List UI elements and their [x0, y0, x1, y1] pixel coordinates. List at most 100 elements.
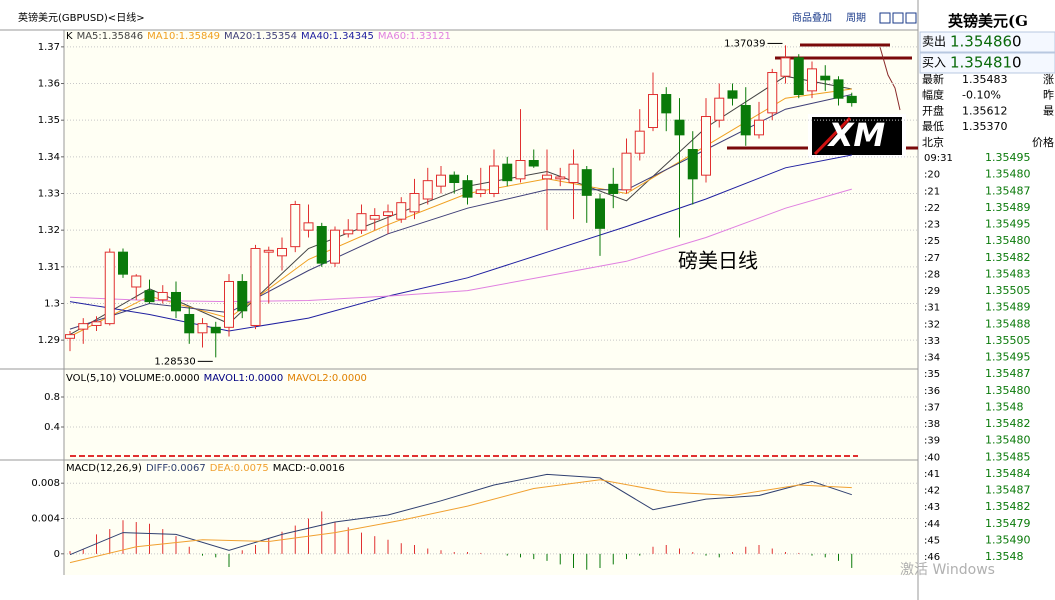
candle-body [104, 251, 115, 325]
y-tick-label: 1.35 [38, 115, 60, 126]
tick-price: 1.35480 [985, 434, 1031, 447]
tick-price: 1.35487 [985, 367, 1031, 380]
overlay-link[interactable]: 商品叠加 [792, 11, 832, 24]
candle-body [303, 222, 314, 231]
y-tick-label: 1.29 [38, 335, 60, 346]
candle-body [608, 183, 619, 195]
tick-price: 1.35489 [985, 301, 1031, 314]
tick-time: :27 [924, 253, 940, 264]
candle-body [144, 290, 155, 303]
tick-time: :36 [924, 386, 940, 397]
candle-body [263, 249, 274, 253]
legend-entry: VOL(5,10) VOLUME:0.0000 [66, 373, 200, 384]
tick-time: :31 [924, 303, 940, 314]
y-tick-label: 0.4 [44, 422, 60, 433]
logo-text: XM [827, 116, 886, 154]
period-link[interactable]: 周期 [846, 12, 866, 24]
stat-value: -0.10% [962, 89, 1001, 102]
candle-body [528, 160, 539, 167]
candle-body [356, 213, 367, 231]
y-tick-label: 0.008 [31, 478, 60, 489]
candle-body [634, 130, 645, 154]
tick-price: 1.35483 [985, 267, 1031, 280]
candle-body [475, 189, 486, 195]
tick-price: 1.35482 [985, 251, 1031, 264]
candle-body [515, 160, 526, 180]
tick-price: 1.35480 [985, 384, 1031, 397]
tick-time: :21 [924, 186, 940, 197]
view-button[interactable] [879, 12, 891, 24]
quote-size: 0 [1012, 54, 1022, 72]
y-tick-label: 0.8 [44, 392, 60, 403]
y-tick-label: 1.33 [38, 189, 60, 200]
candle-body [237, 280, 248, 312]
plot-background [64, 30, 918, 575]
stat-value: 1.35612 [962, 104, 1008, 117]
series-line [69, 479, 852, 564]
y-tick-label: 1.34 [38, 152, 60, 163]
tick-time: :23 [924, 220, 940, 231]
y-tick-label: 1.36 [38, 79, 60, 90]
candle-body [648, 94, 658, 129]
candle-body [701, 116, 711, 176]
stat-value: 1.35483 [962, 73, 1008, 86]
series-line [69, 473, 852, 556]
candle-body [316, 225, 327, 264]
legend-entry: MAVOL2:0.0000 [287, 373, 367, 384]
tick-price: 1.35489 [985, 201, 1031, 214]
view-button[interactable] [892, 12, 904, 24]
candle-body [290, 203, 301, 248]
tick-time: :33 [924, 336, 940, 347]
tick-time: :43 [924, 502, 940, 513]
candle-body [277, 247, 287, 257]
candle-body [436, 174, 446, 187]
view-button[interactable] [905, 12, 917, 24]
candle-body [330, 229, 340, 264]
tick-price: 1.35482 [985, 500, 1031, 513]
tick-time: :42 [924, 486, 940, 497]
tick-time: :40 [924, 452, 940, 463]
candle-body [727, 90, 738, 99]
tick-price: 1.35487 [985, 184, 1031, 197]
y-tick-label: 1.31 [38, 262, 60, 273]
quote-title: 英镑美元(G [948, 12, 1028, 30]
logo-bg [812, 117, 902, 155]
tick-time: :32 [924, 319, 940, 330]
tick-time: :45 [924, 535, 940, 546]
tick-price: 1.35495 [985, 151, 1031, 164]
tick-time: 09:31 [924, 153, 953, 164]
tick-price: 1.35505 [985, 284, 1031, 297]
tick-price: 1.3548 [985, 400, 1024, 413]
tick-time: :37 [924, 402, 940, 413]
candle-body [118, 251, 128, 275]
tick-time: :34 [924, 353, 940, 364]
candle-body [369, 214, 380, 220]
tick-time: :46 [924, 552, 940, 563]
tick-time: :44 [924, 519, 940, 530]
candle-body [568, 163, 579, 184]
tick-time: :20 [924, 170, 940, 181]
y-tick-label: 1.37 [38, 42, 60, 53]
candle-body [422, 180, 433, 200]
tick-price: 1.35484 [985, 467, 1031, 480]
tick-price: 1.35479 [985, 517, 1031, 530]
tick-time: :35 [924, 369, 940, 380]
candle-body [793, 57, 804, 96]
candle-body [157, 291, 168, 301]
quote-label: 卖出 [922, 35, 946, 49]
tick-time: :22 [924, 203, 940, 214]
tick-time: :25 [924, 236, 940, 247]
candle-body [343, 229, 354, 235]
view-buttons [879, 12, 917, 24]
candle-body [210, 326, 221, 334]
legend-entry: MA20:1.35354 [224, 31, 297, 42]
candle-body [754, 119, 764, 136]
legend-entry: MACD(12,26,9) [66, 463, 142, 474]
legend-entry: MA40:1.34345 [301, 31, 374, 42]
tick-price: 1.35480 [985, 234, 1031, 247]
quote-row-box [919, 31, 1055, 53]
ticks-header: 北京 [922, 135, 944, 149]
candle-body [184, 313, 195, 334]
